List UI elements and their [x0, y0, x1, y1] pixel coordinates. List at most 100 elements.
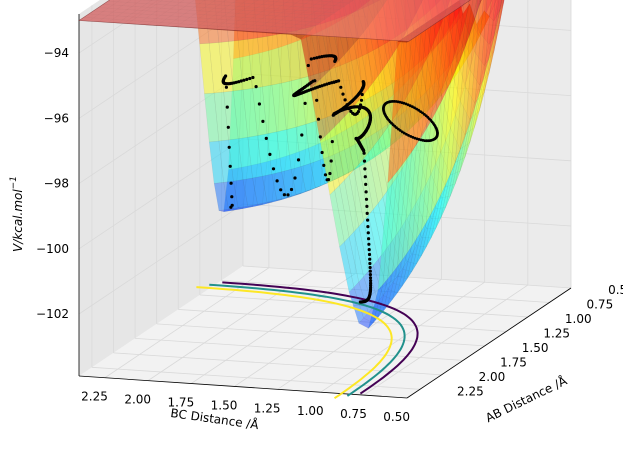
surface-patch — [319, 74, 335, 133]
surface-patch — [305, 185, 321, 192]
surface-patch — [237, 54, 253, 169]
surface-patch — [416, 192, 432, 229]
surface-patch — [372, 75, 388, 135]
surface-patch — [469, 0, 484, 124]
surface-patch — [450, 156, 466, 176]
surface-patch — [199, 43, 215, 95]
trajectory-point — [363, 167, 367, 171]
trajectory-point — [364, 190, 368, 194]
y-tick-label: 1.50 — [211, 398, 238, 412]
surface-patch — [430, 162, 446, 199]
surface-patch — [479, 52, 494, 86]
surface-patch — [488, 0, 499, 58]
surface-patch — [406, 136, 422, 254]
surface-patch — [358, 158, 374, 216]
surface-patch — [372, 259, 388, 296]
trajectory-point — [312, 56, 316, 60]
surface-patch — [416, 120, 432, 239]
surface-patch — [382, 170, 398, 286]
surface-patch — [329, 151, 345, 180]
surface-patch — [334, 121, 350, 181]
surface-patch — [459, 0, 474, 60]
surface-patch — [406, 253, 422, 265]
surface-patch — [319, 155, 335, 185]
surface-patch — [252, 161, 268, 208]
z-axis-label-main: V/kcal.mol — [11, 189, 25, 252]
trajectory-point — [286, 193, 290, 197]
surface-patch — [454, 37, 470, 87]
surface-patch — [459, 36, 475, 70]
surface-patch — [334, 171, 350, 180]
surface-patch — [450, 17, 466, 59]
surface-patch — [262, 84, 278, 135]
surface-patch — [257, 36, 273, 88]
y-axis-line — [78, 375, 408, 399]
trajectory-point — [365, 204, 369, 208]
z-tick-label: −98 — [44, 177, 69, 191]
surface-patch — [300, 34, 316, 89]
trajectory-point — [300, 133, 304, 137]
surface-patch — [315, 181, 330, 189]
surface-patch — [440, 69, 456, 97]
surface-patch — [252, 175, 268, 205]
surface-patch — [450, 52, 466, 102]
surface-patch — [459, 108, 475, 172]
surface-patch — [353, 281, 369, 319]
saddle-loop-point — [413, 136, 417, 140]
saddle-loop-point — [398, 129, 402, 132]
contour-line — [209, 283, 406, 397]
trajectory-point — [251, 75, 255, 80]
surface-patch — [295, 124, 311, 167]
x-tick-label: 0.50 — [608, 283, 623, 297]
surface-patch — [474, 0, 482, 21]
y-tick-label: 1.25 — [254, 401, 281, 415]
surface-patch — [454, 142, 471, 163]
surface-patch — [484, 0, 493, 18]
surface-patch — [459, 85, 475, 120]
surface-patch — [363, 152, 379, 210]
trajectory-point — [362, 149, 366, 153]
surface-patch — [421, 124, 437, 175]
grid-line — [135, 337, 464, 361]
surface-patch — [464, 68, 480, 104]
surface-patch — [242, 88, 258, 138]
surface-patch — [411, 201, 427, 238]
surface-patch — [387, 54, 403, 114]
z-axis-label: V/kcal.mol−1 — [9, 176, 25, 252]
surface-patch — [426, 173, 442, 210]
trajectory-point — [339, 85, 343, 89]
trajectory-point — [368, 261, 372, 266]
surface-patch — [474, 10, 490, 38]
trajectory-point — [366, 231, 370, 235]
surface-patch — [242, 163, 258, 209]
surface-patch — [377, 295, 393, 306]
surface-patch — [445, 59, 461, 185]
grid-line — [320, 281, 485, 393]
trajectory-point — [322, 83, 327, 87]
trajectory-point — [368, 276, 373, 280]
y-tick-label: 0.75 — [340, 407, 367, 421]
trajectory-point — [343, 98, 347, 102]
contour-line — [222, 281, 419, 395]
surface-patch — [435, 82, 451, 205]
trajectory-point — [328, 171, 332, 176]
surface-patch — [213, 182, 229, 211]
surface-patch — [493, 0, 502, 38]
surface-patch — [445, 10, 461, 85]
surface-patch — [450, 136, 466, 197]
surface-patch — [459, 21, 475, 71]
surface-patch — [348, 118, 364, 173]
surface-patch — [479, 0, 482, 6]
surface-patch — [387, 239, 403, 277]
surface-patch — [262, 158, 278, 205]
trajectory-points — [221, 54, 439, 304]
y-tick-label: 1.00 — [297, 404, 324, 418]
surface-patch — [271, 155, 287, 203]
grid-line — [156, 323, 485, 347]
trajectory-point — [245, 77, 249, 81]
x-tick-label: 1.50 — [522, 341, 549, 355]
surface-patch — [484, 16, 499, 93]
surface-patch — [382, 137, 398, 152]
back-left-pane — [79, 0, 243, 376]
surface-patch — [440, 183, 456, 199]
